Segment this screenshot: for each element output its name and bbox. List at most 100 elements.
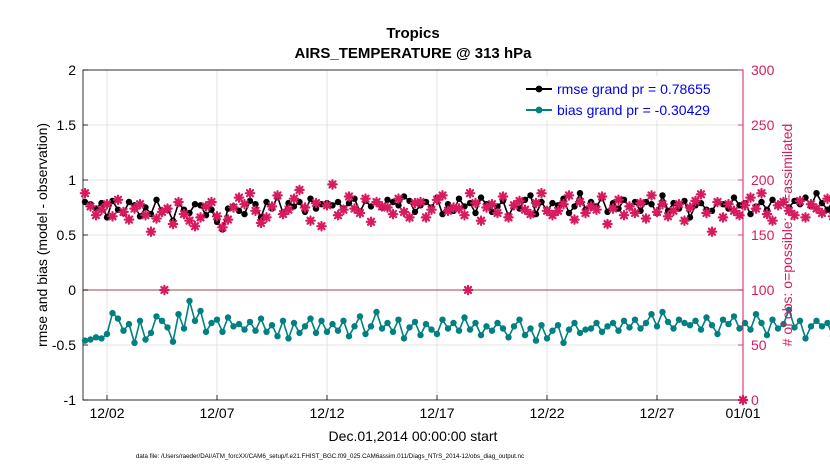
data-point (785, 306, 793, 313)
possible-obs-marker (362, 196, 368, 202)
data-point (609, 319, 617, 327)
data-point (604, 208, 611, 216)
data-point (719, 316, 727, 323)
data-point (824, 319, 830, 327)
assimilated-obs-marker (706, 226, 718, 237)
data-point (620, 317, 628, 324)
series-1 (81, 297, 830, 346)
possible-obs-marker (373, 199, 379, 205)
data-point (191, 201, 199, 208)
data-point (224, 314, 232, 321)
data-point (477, 331, 485, 339)
data-point (818, 323, 826, 330)
data-point (351, 323, 358, 330)
assimilated-obs-marker (475, 215, 487, 226)
possible-obs-marker (192, 223, 198, 229)
data-point (400, 335, 408, 342)
assimilated-obs-marker (629, 207, 641, 219)
y2-tick-label: 250 (751, 117, 775, 133)
possible-obs-marker (632, 210, 638, 216)
data-point (488, 327, 496, 334)
possible-obs-marker (220, 224, 226, 230)
assimilated-obs-marker (415, 196, 426, 208)
data-point (120, 327, 127, 334)
possible-obs-marker (665, 213, 671, 219)
possible-obs-marker (313, 200, 319, 206)
y-tick-label: 0 (68, 282, 76, 298)
data-point (521, 331, 529, 339)
assimilated-obs-marker (159, 284, 170, 296)
possible-obs-marker (747, 195, 753, 201)
data-point (395, 316, 402, 323)
assimilated-obs-marker (79, 187, 91, 199)
data-point (208, 319, 215, 327)
assimilated-obs-marker (206, 196, 217, 208)
y-tick-label: 1 (68, 172, 76, 188)
assimilated-obs-marker (250, 205, 261, 217)
data-point (197, 307, 204, 315)
x-tick-label: 12/12 (309, 405, 344, 421)
data-point (334, 327, 342, 334)
data-point (312, 205, 320, 212)
possible-obs-marker (340, 207, 346, 213)
possible-obs-marker (203, 203, 209, 209)
possible-obs-marker (423, 214, 429, 220)
data-point (114, 315, 122, 322)
data-point (477, 194, 485, 201)
data-point (169, 338, 177, 345)
data-point (747, 210, 754, 218)
data-point (774, 325, 782, 332)
data-point (637, 325, 644, 332)
possible-obs-marker (274, 192, 280, 198)
assimilated-obs-marker (822, 193, 830, 204)
possible-obs-marker (610, 206, 616, 212)
assimilated-obs-marker (288, 193, 300, 204)
possible-obs-marker (253, 208, 259, 214)
data-point (439, 210, 446, 218)
data-point (257, 315, 265, 322)
data-point (257, 214, 265, 221)
legend-box (522, 76, 738, 120)
data-point (301, 323, 309, 330)
assimilated-obs-marker (613, 194, 624, 206)
possible-obs-marker (577, 199, 583, 205)
possible-obs-marker (472, 200, 478, 206)
possible-obs-marker (456, 206, 462, 212)
possible-obs-marker (511, 202, 517, 208)
possible-obs-marker (588, 203, 594, 209)
possible-obs-marker (126, 217, 132, 223)
data-point (714, 330, 721, 338)
possible-obs-marker (736, 212, 742, 218)
data-point (752, 311, 760, 318)
possible-obs-marker (291, 196, 297, 202)
assimilated-obs-marker (134, 198, 146, 210)
y2-tick-label: 0 (751, 392, 759, 408)
data-point (642, 319, 650, 327)
data-point (763, 331, 771, 339)
data-point (428, 326, 435, 333)
data-point (758, 198, 765, 206)
data-point (378, 325, 386, 332)
data-point (747, 326, 754, 333)
data-point (219, 328, 226, 335)
legend-rmse-label: rmse grand pr = 0.78655 (557, 81, 711, 97)
assimilated-obs-marker (635, 197, 646, 209)
assimilated-obs-marker (316, 220, 327, 232)
data-point (208, 206, 215, 213)
assimilated-obs-marker (437, 190, 448, 201)
data-file-footnote: data file: /Users/raeder/DAI/ATM_forcXX/… (136, 453, 524, 460)
data-point (659, 192, 666, 199)
series-layer (79, 179, 830, 406)
assimilated-obs-marker (558, 198, 569, 210)
possible-obs-marker (428, 207, 434, 213)
possible-obs-marker (176, 199, 182, 205)
x-tick-label: 12/22 (529, 405, 564, 421)
possible-obs-marker (417, 199, 423, 205)
possible-obs-marker (263, 214, 269, 220)
assimilated-obs-marker (101, 198, 113, 210)
y2-tick-label: 150 (751, 227, 775, 243)
assimilated-obs-marker (338, 204, 349, 215)
data-point (268, 322, 276, 329)
possible-obs-marker (296, 187, 302, 193)
data-point (340, 317, 347, 324)
